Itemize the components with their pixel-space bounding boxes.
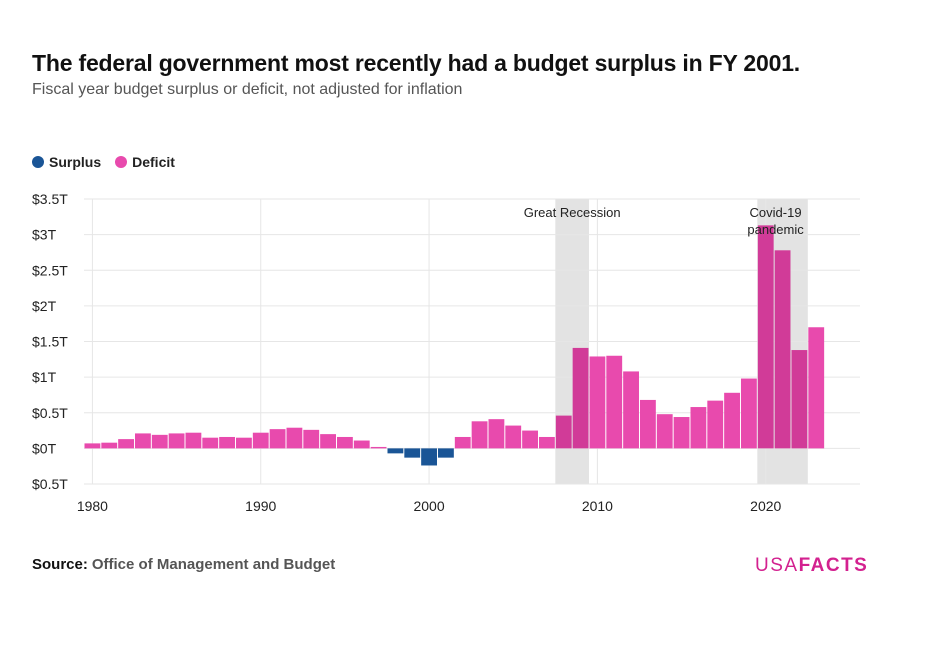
deficit-bar-1988[interactable] [219, 436, 235, 449]
deficit-bar-2002[interactable] [454, 436, 471, 449]
y-tick-label: $0T [32, 440, 57, 456]
legend-label-surplus: Surplus [49, 154, 102, 170]
deficit-bar-2006[interactable] [522, 430, 538, 449]
deficit-bar-2004[interactable] [488, 419, 505, 449]
surplus-bar-2000[interactable] [421, 448, 437, 466]
deficit-bar-2022[interactable] [791, 350, 808, 449]
deficit-bar-2020[interactable] [757, 225, 774, 449]
surplus-bar-2001[interactable] [437, 448, 454, 458]
deficit-bar-1984[interactable] [151, 434, 168, 449]
source-note: Source: Office of Management and Budget [32, 556, 335, 573]
deficit-bar-2012[interactable] [623, 371, 639, 449]
deficit-bar-2019[interactable] [740, 378, 757, 449]
brand-part1: USA [755, 555, 799, 576]
source-value: Office of Management and Budget [91, 556, 336, 573]
surplus-bar-1998[interactable] [387, 448, 404, 454]
deficit-bar-2018[interactable] [724, 392, 740, 449]
deficit-bar-1993[interactable] [303, 429, 320, 449]
shade-period-label: Great Recession [524, 205, 621, 220]
y-tick-label: $0.5T [32, 405, 68, 421]
deficit-bar-2009[interactable] [572, 347, 589, 449]
legend-item-deficit[interactable]: Deficit [115, 154, 175, 170]
x-tick-label: 2020 [750, 498, 781, 514]
deficit-bar-2013[interactable] [639, 399, 656, 449]
chart-title: The federal government most recently had… [32, 50, 800, 76]
y-tick-label: $3T [32, 227, 57, 243]
y-tick-label: $0.5T [32, 476, 68, 492]
surplus-swatch-icon [32, 156, 44, 168]
y-tick-label: $3.5T [32, 191, 68, 207]
deficit-bar-2003[interactable] [471, 421, 488, 449]
y-tick-label: $2.5T [32, 262, 68, 278]
deficit-bar-1995[interactable] [336, 436, 353, 449]
deficit-bar-2007[interactable] [538, 436, 555, 449]
deficit-bar-1991[interactable] [269, 429, 286, 449]
deficit-bar-1990[interactable] [252, 432, 269, 449]
deficit-bar-2008[interactable] [555, 415, 572, 449]
chart-legend: Surplus Deficit [32, 154, 175, 170]
legend-item-surplus[interactable]: Surplus [32, 154, 101, 170]
source-label: Source: [32, 556, 88, 573]
deficit-bar-1992[interactable] [286, 427, 303, 449]
shade-period-label: Covid-19 [750, 205, 802, 220]
deficit-bar-1994[interactable] [320, 434, 336, 449]
deficit-bar-1982[interactable] [118, 439, 134, 449]
deficit-bar-1985[interactable] [168, 433, 185, 449]
deficit-bar-2021[interactable] [774, 250, 791, 449]
deficit-bar-1980[interactable] [84, 443, 101, 449]
deficit-swatch-icon [115, 156, 128, 168]
deficit-bar-2014[interactable] [656, 414, 673, 449]
surplus-bar-1999[interactable] [404, 448, 421, 458]
y-tick-label: $1T [32, 369, 57, 385]
x-tick-label: 2010 [582, 498, 613, 514]
deficit-bar-2015[interactable] [673, 417, 690, 449]
deficit-bar-2016[interactable] [690, 407, 707, 449]
deficit-bar-2011[interactable] [606, 355, 623, 449]
deficit-bar-1989[interactable] [235, 437, 252, 449]
deficit-bar-1983[interactable] [134, 433, 151, 449]
legend-label-deficit: Deficit [132, 154, 175, 170]
chart-subtitle: Fiscal year budget surplus or deficit, n… [32, 81, 463, 98]
usafacts-logo[interactable]: USAFACTS [755, 555, 868, 577]
deficit-bar-1981[interactable] [101, 442, 118, 449]
brand-part2: FACTS [798, 555, 869, 576]
deficit-bar-1996[interactable] [353, 440, 370, 449]
deficit-bar-2005[interactable] [505, 425, 522, 449]
y-tick-label: $1.5T [32, 334, 68, 350]
deficit-bar-1987[interactable] [202, 437, 219, 449]
deficit-bar-1986[interactable] [185, 432, 202, 449]
y-tick-label: $2T [32, 298, 57, 314]
x-tick-label: 1980 [77, 498, 108, 514]
deficit-bar-1997[interactable] [370, 446, 387, 449]
x-tick-label: 1990 [245, 498, 276, 514]
deficit-bar-2010[interactable] [589, 356, 606, 449]
deficit-bar-2017[interactable] [707, 400, 724, 449]
deficit-bar-2023[interactable] [808, 327, 825, 449]
x-tick-label: 2000 [413, 498, 444, 514]
shade-period-label: pandemic [747, 222, 804, 237]
